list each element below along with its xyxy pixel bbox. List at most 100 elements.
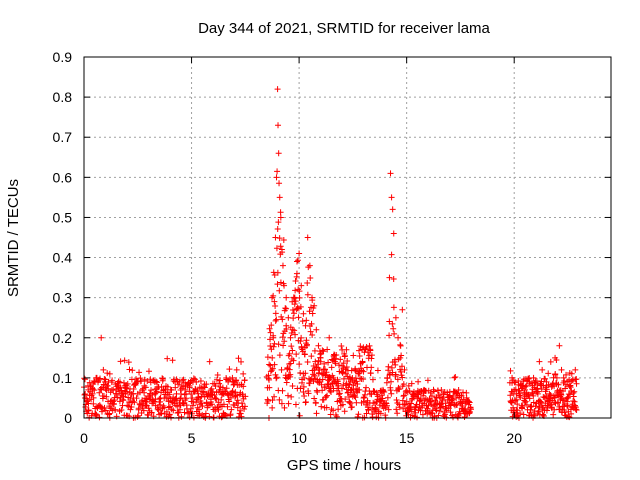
data-point [397, 354, 404, 361]
data-point [274, 168, 281, 175]
data-point [388, 364, 395, 371]
data-point [189, 410, 196, 417]
data-point [537, 399, 544, 406]
data-point [277, 214, 284, 221]
data-point [101, 375, 108, 382]
data-point [128, 404, 135, 411]
data-point [458, 392, 465, 399]
data-point [286, 366, 293, 373]
data-point [365, 407, 372, 414]
data-point [220, 390, 227, 397]
data-point [353, 399, 360, 406]
data-point [385, 363, 392, 370]
data-point [399, 374, 406, 381]
data-point [394, 376, 401, 383]
data-point [145, 368, 152, 375]
data-point [268, 322, 275, 329]
data-point [446, 398, 453, 405]
data-point [356, 386, 363, 393]
data-point [109, 377, 116, 384]
data-point [297, 369, 304, 376]
data-point [439, 397, 446, 404]
data-point [213, 376, 220, 383]
data-point [385, 406, 392, 413]
data-point [405, 382, 412, 389]
data-point [573, 380, 580, 387]
data-point [287, 371, 294, 378]
data-point [387, 378, 394, 385]
data-point [208, 391, 215, 398]
data-point [148, 387, 155, 394]
data-point [514, 407, 521, 414]
data-point [571, 388, 578, 395]
data-point [376, 402, 383, 409]
data-point [194, 387, 201, 394]
data-point [428, 392, 435, 399]
data-point [273, 374, 280, 381]
data-point [366, 342, 373, 349]
data-point [196, 410, 203, 417]
data-point [106, 370, 113, 377]
data-point [124, 402, 131, 409]
data-point [301, 375, 308, 382]
data-point [555, 400, 562, 407]
data-point [359, 358, 366, 365]
data-point [344, 357, 351, 364]
data-point [297, 338, 304, 345]
data-point [271, 271, 278, 278]
data-point [388, 194, 395, 201]
data-point [275, 122, 282, 129]
data-point [81, 376, 88, 383]
data-point [126, 398, 133, 405]
data-point [360, 394, 367, 401]
data-point [369, 376, 376, 383]
data-point [400, 381, 407, 388]
data-point [400, 393, 407, 400]
data-point [160, 376, 167, 383]
data-point [339, 369, 346, 376]
data-point [231, 381, 238, 388]
data-point [399, 397, 406, 404]
data-point [572, 404, 579, 411]
data-point [530, 392, 537, 399]
data-point [319, 376, 326, 383]
data-point [145, 405, 152, 412]
data-point [271, 298, 278, 305]
data-point [224, 392, 231, 399]
data-point [352, 366, 359, 373]
data-point [158, 410, 165, 417]
data-point [99, 395, 106, 402]
data-point [292, 331, 299, 338]
data-point [275, 150, 282, 157]
data-point [530, 374, 537, 381]
data-point [396, 401, 403, 408]
data-point [507, 392, 514, 399]
data-point [169, 398, 176, 405]
data-point [438, 387, 445, 394]
data-point [442, 400, 449, 407]
data-point [566, 391, 573, 398]
data-point [368, 364, 375, 371]
data-point [321, 360, 328, 367]
data-point [519, 403, 526, 410]
data-point [206, 413, 213, 420]
data-point [233, 392, 240, 399]
data-point [278, 246, 285, 253]
data-point [307, 275, 314, 282]
data-point [266, 325, 273, 332]
data-point [117, 358, 124, 365]
data-point [320, 348, 327, 355]
data-point [324, 346, 331, 353]
data-point [310, 371, 317, 378]
data-point [195, 394, 202, 401]
data-point [353, 378, 360, 385]
data-point [567, 384, 574, 391]
data-point [281, 404, 288, 411]
data-point [280, 342, 287, 349]
data-point [237, 407, 244, 414]
data-point [526, 395, 533, 402]
data-point [302, 322, 309, 329]
data-point [266, 376, 273, 383]
data-point [182, 386, 189, 393]
data-point [238, 413, 245, 420]
